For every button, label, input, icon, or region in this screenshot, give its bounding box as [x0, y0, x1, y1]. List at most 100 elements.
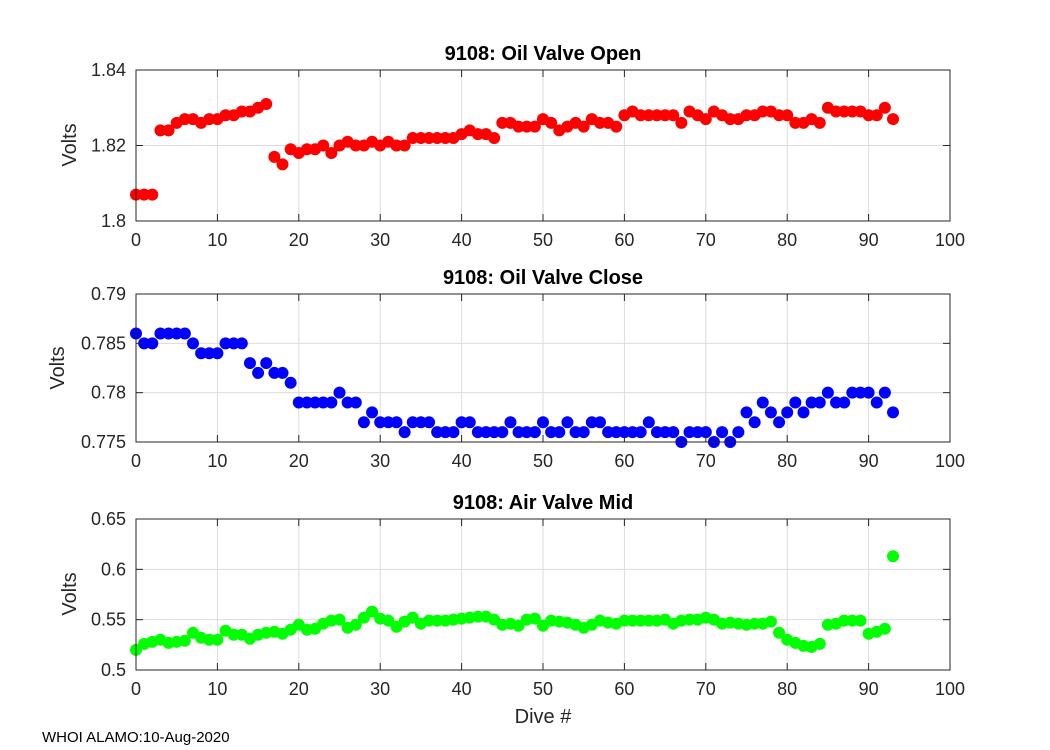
data-point: [162, 124, 175, 137]
panel-oil-valve-close: 9108: Oil Valve Close Volts 0 10 20 30 40 50 6…: [47, 267, 965, 471]
y-tick-label: 0.785: [81, 333, 126, 353]
grid-lines: [136, 70, 950, 221]
y-tick-label: 1.84: [91, 60, 126, 80]
panel-oil-valve-open: 9108: Oil Valve Open Volts 0 10 20 30 40 50 60…: [59, 43, 965, 250]
data-point: [789, 396, 802, 409]
x-tick-label: 100: [935, 230, 965, 250]
x-tick-label: 40: [452, 230, 472, 250]
x-tick-label: 90: [859, 679, 879, 699]
tick-labels: 0 10 20 30 40 50 60 70 80 90 100 0.5 0.55 0.6 0.65: [91, 509, 965, 699]
y-axis-label: Volts: [47, 346, 69, 389]
data-point: [447, 426, 460, 439]
x-tick-label: 70: [696, 230, 716, 250]
x-tick-label: 100: [935, 679, 965, 699]
data-point: [764, 406, 777, 419]
data-point: [593, 416, 606, 429]
data-point: [284, 376, 297, 389]
data-point: [325, 396, 338, 409]
data-point: [813, 637, 826, 650]
y-axis-label: Volts: [59, 123, 81, 166]
data-point: [634, 426, 647, 439]
data-point: [667, 109, 680, 122]
data-point: [553, 426, 566, 439]
x-tick-label: 50: [533, 679, 553, 699]
data-point: [211, 347, 224, 360]
x-tick-label: 90: [859, 230, 879, 250]
data-point: [366, 406, 379, 419]
data-point: [488, 131, 501, 144]
data-points: [130, 327, 900, 448]
panel-air-valve-mid: 9108: Air Valve Mid Volts 0 10 20 30 40 50 60 7…: [59, 492, 965, 699]
data-point: [887, 406, 900, 419]
x-tick-label: 50: [533, 230, 553, 250]
data-point: [276, 366, 289, 379]
data-point: [504, 416, 517, 429]
data-point: [349, 618, 362, 631]
data-point: [349, 396, 362, 409]
data-point: [146, 188, 159, 201]
x-tick-label: 40: [452, 451, 472, 471]
data-point: [667, 426, 680, 439]
x-tick-label: 90: [859, 451, 879, 471]
y-tick-label: 0.79: [91, 284, 126, 304]
data-point: [528, 426, 541, 439]
data-point: [235, 337, 248, 350]
x-tick-label: 10: [207, 230, 227, 250]
data-point: [398, 139, 411, 152]
data-point: [887, 113, 900, 126]
data-point: [211, 633, 224, 646]
x-tick-label: 70: [696, 679, 716, 699]
data-point: [699, 113, 712, 126]
y-tick-label: 0.78: [91, 383, 126, 403]
data-point: [276, 158, 289, 171]
data-point: [390, 416, 403, 429]
y-tick-label: 0.775: [81, 432, 126, 452]
y-tick-label: 1.8: [101, 211, 126, 231]
data-point: [496, 426, 509, 439]
x-tick-label: 10: [207, 451, 227, 471]
x-tick-label: 80: [777, 230, 797, 250]
data-point: [398, 426, 411, 439]
data-point: [716, 426, 729, 439]
data-points: [130, 97, 900, 201]
data-point: [260, 97, 273, 110]
grid-lines: [136, 519, 950, 670]
data-point: [773, 626, 786, 639]
tick-labels: 0 10 20 30 40 50 60 70 80 90 100 0.775 0.78 0.785 0.79: [81, 284, 965, 471]
data-point: [748, 416, 761, 429]
data-point: [813, 396, 826, 409]
x-tick-label: 30: [370, 230, 390, 250]
data-point: [528, 612, 541, 625]
data-point: [325, 147, 338, 160]
data-point: [186, 337, 199, 350]
data-point: [317, 139, 330, 152]
data-point: [178, 634, 191, 647]
x-axis-label: Dive #: [515, 706, 573, 728]
data-point: [764, 615, 777, 628]
data-point: [870, 396, 883, 409]
y-tick-label: 0.55: [91, 610, 126, 630]
x-tick-label: 20: [289, 451, 309, 471]
data-point: [423, 416, 436, 429]
y-tick-label: 0.65: [91, 509, 126, 529]
data-point: [854, 614, 867, 627]
data-point: [561, 416, 574, 429]
data-point: [577, 120, 590, 133]
data-point: [610, 120, 623, 133]
data-point: [537, 416, 549, 429]
x-tick-label: 30: [370, 679, 390, 699]
y-tick-label: 0.5: [101, 660, 126, 680]
x-tick-label: 50: [533, 451, 553, 471]
data-point: [357, 416, 370, 429]
data-point: [732, 426, 745, 439]
data-point: [878, 622, 891, 635]
x-tick-label: 20: [289, 230, 309, 250]
data-point: [756, 396, 769, 409]
data-point: [813, 116, 826, 129]
data-point: [781, 406, 794, 419]
data-point: [577, 426, 590, 439]
data-point: [333, 613, 346, 626]
y-axis-label: Volts: [59, 572, 81, 615]
x-tick-label: 0: [131, 451, 141, 471]
